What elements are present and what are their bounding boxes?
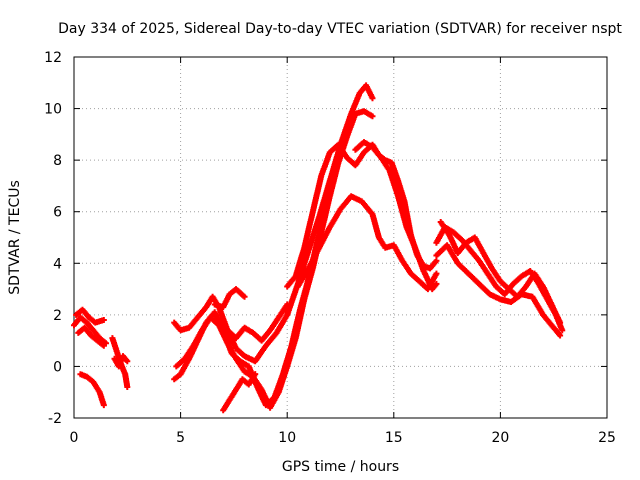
series-markers [211, 286, 248, 311]
series-markers [111, 353, 131, 370]
series-track-3 [75, 324, 107, 349]
series-track-15 [352, 139, 440, 293]
series-markers [71, 314, 109, 347]
series-markers [294, 193, 440, 293]
series-track-10 [211, 286, 248, 311]
series-track-12 [220, 371, 259, 414]
y-tick-label: 6 [53, 205, 62, 221]
y-tick-label: -2 [48, 411, 62, 427]
chart-title: Day 334 of 2025, Sidereal Day-to-day VTE… [58, 21, 622, 37]
grid-lines [74, 57, 607, 418]
series-track-6 [111, 353, 131, 370]
axis-ticks: 0 5 10 15 20 25 -2 0 2 4 6 8 10 12 [44, 50, 616, 446]
x-tick-label: 5 [176, 430, 185, 446]
x-tick-label: 15 [385, 430, 403, 446]
series-markers [75, 324, 107, 349]
x-tick-label: 10 [278, 430, 296, 446]
y-tick-label: 0 [53, 359, 62, 375]
series-markers [433, 242, 564, 339]
series-track-17 [437, 219, 564, 326]
y-axis-title: SDTVAR / TECUs [7, 180, 23, 295]
plot-frame [73, 56, 608, 419]
y-tick-label: 12 [44, 50, 62, 66]
series-markers [73, 306, 107, 326]
series-track-11 [216, 301, 291, 344]
series-markers [437, 219, 564, 326]
series-track-1 [71, 314, 109, 347]
y-tick-label: 2 [53, 308, 62, 324]
series-track-4 [77, 371, 107, 409]
series-track-14 [294, 193, 440, 293]
series-markers [77, 371, 107, 409]
series-markers [220, 371, 259, 414]
x-tick-label: 0 [70, 430, 79, 446]
data-marks [71, 82, 566, 414]
series-markers [216, 301, 291, 344]
x-tick-label: 25 [598, 430, 616, 446]
y-tick-label: 4 [53, 256, 62, 272]
series-track-18 [433, 242, 564, 339]
y-tick-label: 8 [53, 153, 62, 169]
y-tick-label: 10 [44, 102, 62, 118]
series-track-2 [73, 306, 107, 326]
x-axis-title: GPS time / hours [282, 459, 399, 475]
series-markers [352, 139, 440, 293]
x-tick-label: 20 [491, 430, 509, 446]
